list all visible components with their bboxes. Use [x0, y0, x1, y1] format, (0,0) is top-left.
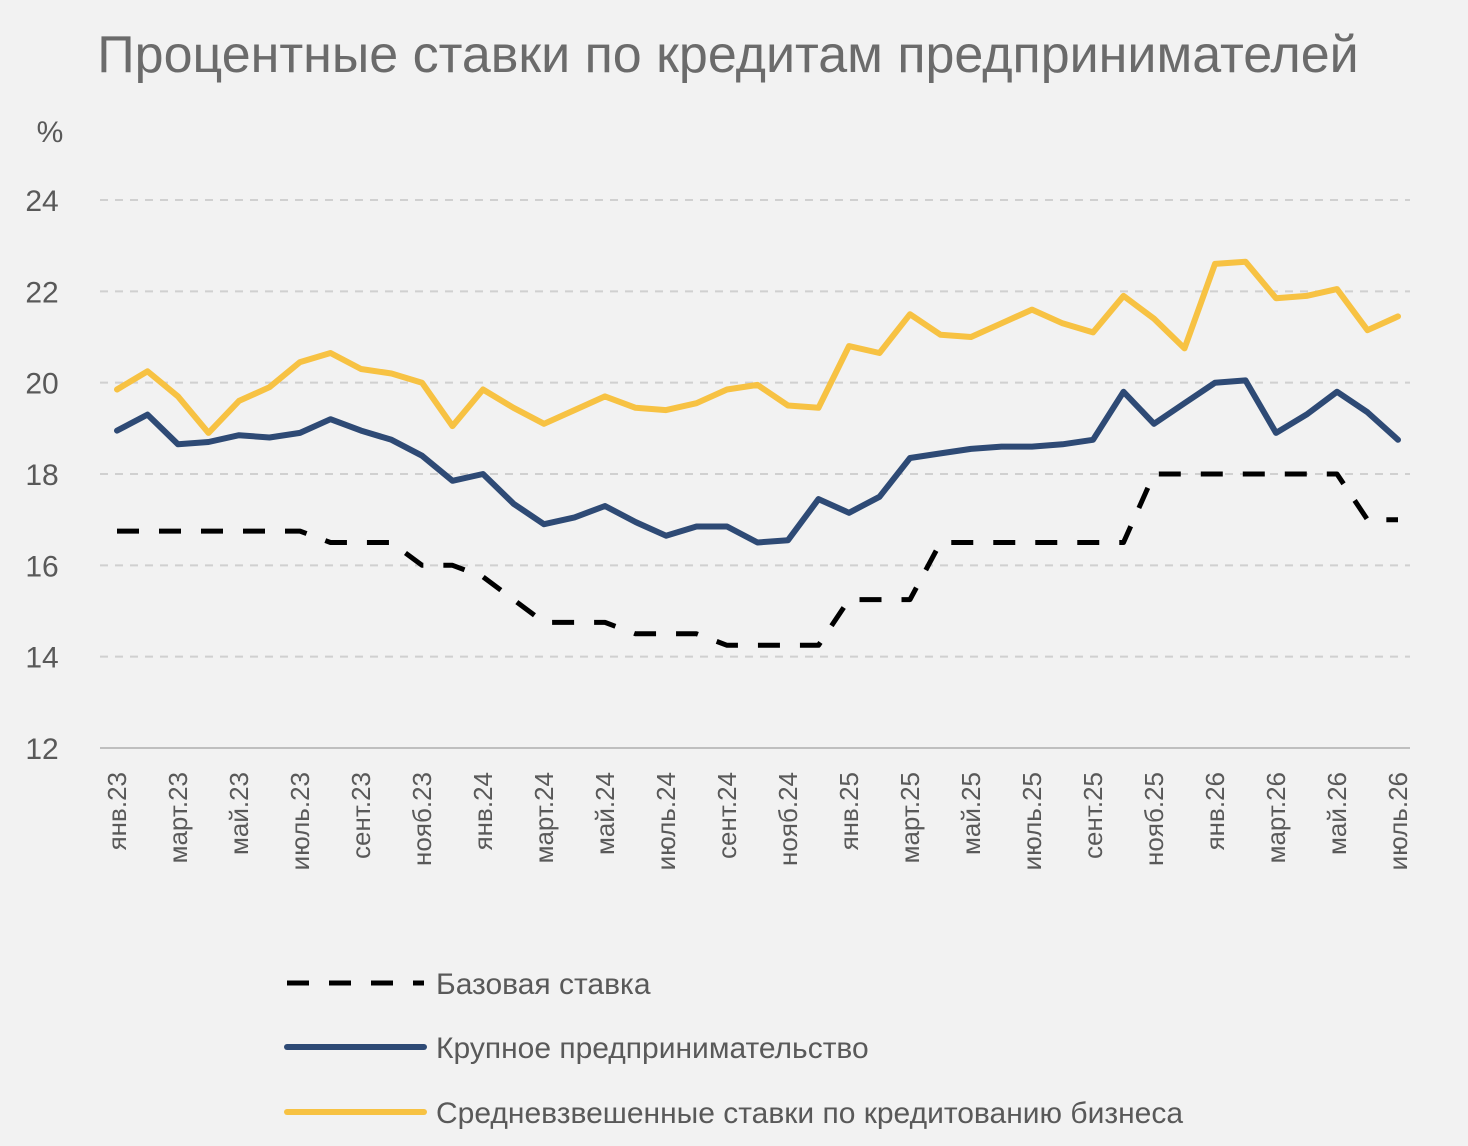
y-tick-label: 14 [25, 642, 58, 675]
legend-item-base-rate: Базовая ставка [287, 968, 651, 1001]
y-tick-label: 16 [25, 550, 58, 583]
y-tick-label: 12 [25, 733, 58, 766]
y-tick-label: 22 [25, 276, 58, 309]
legend-label: Крупное предпринимательство [436, 1032, 869, 1065]
x-axis-ticks: янв.23 март.23 май.23 июль.23 сент.23 нояб.23… [102, 772, 1413, 870]
y-tick-label: 20 [25, 368, 58, 401]
x-tick-label: июль.26 [1383, 772, 1413, 870]
weighted-average-line [114, 258, 1401, 436]
x-tick-label: янв.26 [1200, 772, 1230, 850]
x-tick-label: март.25 [895, 772, 925, 863]
x-tick-label: июль.23 [285, 772, 315, 870]
x-tick-label: сент.24 [712, 772, 742, 859]
series-lines [114, 258, 1401, 648]
large-business-line [114, 377, 1401, 546]
legend-label: Средневзвешенные ставки по кредитованию … [436, 1097, 1183, 1130]
chart-title: Процентные ставки по кредитам предприним… [97, 26, 1358, 84]
x-tick-label: нояб.24 [773, 772, 803, 866]
legend-item-weighted-average: Средневзвешенные ставки по кредитованию … [284, 1097, 1183, 1130]
x-tick-label: сент.23 [346, 772, 376, 859]
x-tick-label: май.24 [590, 772, 620, 855]
x-tick-label: янв.25 [834, 772, 864, 850]
x-tick-label: май.23 [224, 772, 254, 855]
x-tick-label: март.23 [163, 772, 193, 863]
y-tick-label: 24 [25, 185, 58, 218]
x-tick-label: нояб.23 [407, 772, 437, 866]
x-tick-label: май.26 [1322, 772, 1352, 855]
x-tick-label: июль.24 [651, 772, 681, 870]
legend-label: Базовая ставка [436, 968, 651, 1001]
x-tick-label: июль.25 [1017, 772, 1047, 870]
x-tick-label: янв.24 [468, 772, 498, 850]
x-tick-label: март.26 [1261, 772, 1291, 863]
x-tick-label: май.25 [956, 772, 986, 855]
y-tick-label: 18 [25, 459, 58, 492]
x-tick-label: март.24 [529, 772, 559, 863]
gridlines [100, 199, 1410, 749]
y-axis-ticks: 12 14 16 18 20 22 24 [25, 185, 58, 766]
x-tick-label: янв.23 [102, 772, 132, 850]
x-tick-label: сент.25 [1078, 772, 1108, 859]
base-rate-line [117, 471, 1398, 648]
y-axis-unit: % [37, 116, 64, 149]
legend-item-large-business: Крупное предпринимательство [284, 1032, 869, 1065]
x-tick-label: нояб.25 [1139, 772, 1169, 866]
legend: Базовая ставка Крупное предпринимательств… [284, 968, 1183, 1130]
